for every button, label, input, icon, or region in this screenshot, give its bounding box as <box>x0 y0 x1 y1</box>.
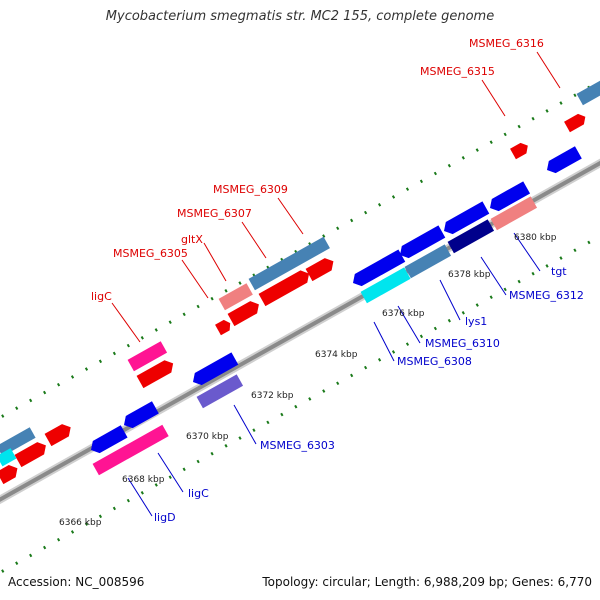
gene-label[interactable]: MSMEG_6312 <box>509 289 584 302</box>
gene-feature-MSMEG_6303[interactable] <box>196 374 244 409</box>
gene-feature[interactable] <box>136 357 177 389</box>
gene-label[interactable]: ligC <box>188 487 209 500</box>
gene-feature-MSMEG_6310[interactable] <box>404 244 452 279</box>
gene-label[interactable]: MSMEG_6303 <box>260 439 335 452</box>
gene-feature-MSMEG_6309[interactable] <box>248 236 330 291</box>
gene-feature[interactable] <box>258 267 313 307</box>
reverse-gene-labels: tgt MSMEG_6312 lys1 MSMEG_6310 MSMEG_630… <box>154 265 584 524</box>
gene-feature-lys1[interactable] <box>447 219 495 254</box>
gene-label[interactable]: MSMEG_6316 <box>469 37 544 50</box>
gene-feature[interactable] <box>350 249 406 289</box>
gene-label[interactable]: MSMEG_6308 <box>397 355 472 368</box>
gene-label[interactable]: tgt <box>551 265 567 278</box>
gene-label[interactable]: MSMEG_6305 <box>113 247 188 260</box>
gene-feature[interactable] <box>121 401 159 431</box>
gene-feature[interactable] <box>441 201 490 237</box>
forward-strand-features <box>0 79 600 485</box>
gene-feature[interactable] <box>0 427 36 457</box>
gene-feature-MSMEG_6308[interactable] <box>360 267 411 304</box>
genome-title: Mycobacterium smegmatis str. MC2 155, co… <box>105 9 495 24</box>
reverse-strand-features <box>88 146 582 476</box>
gene-feature[interactable] <box>0 462 21 485</box>
gene-label[interactable]: lys1 <box>465 315 487 328</box>
accession-label: Accession: NC_008596 <box>8 575 145 589</box>
tick-label: 6366 kbp <box>59 518 102 528</box>
tick-label: 6380 kbp <box>514 233 557 243</box>
gene-feature-tgt[interactable] <box>544 146 582 176</box>
genome-backbone <box>0 158 600 505</box>
gene-feature[interactable] <box>215 318 233 336</box>
genome-stats-label: Topology: circular; Length: 6,988,209 bp… <box>262 575 592 589</box>
forward-gene-labels: MSMEG_6316 MSMEG_6315 MSMEG_6309 MSMEG_6… <box>91 37 544 303</box>
gene-label[interactable]: ligC <box>91 290 112 303</box>
gene-label[interactable]: MSMEG_6310 <box>425 337 500 350</box>
gene-feature[interactable] <box>14 439 50 468</box>
gene-feature[interactable] <box>305 255 337 282</box>
gene-feature[interactable] <box>397 225 446 261</box>
gene-label[interactable]: gltX <box>181 233 203 246</box>
gene-label[interactable]: MSMEG_6309 <box>213 183 288 196</box>
gene-feature-ligC[interactable] <box>127 341 168 372</box>
gene-feature-MSMEG_6315[interactable] <box>510 140 531 160</box>
tick-label: 6374 kbp <box>315 350 358 360</box>
gene-feature[interactable] <box>44 421 75 447</box>
tick-label: 6378 kbp <box>448 270 491 280</box>
gene-feature[interactable] <box>227 298 263 327</box>
gene-feature-ligD[interactable] <box>92 424 169 476</box>
tick-label: 6370 kbp <box>186 432 229 442</box>
gene-label[interactable]: MSMEG_6307 <box>177 207 252 220</box>
gene-feature[interactable] <box>218 283 253 311</box>
gene-feature[interactable] <box>576 79 600 106</box>
gene-feature[interactable] <box>487 181 531 214</box>
gene-feature[interactable] <box>88 425 128 456</box>
gene-feature[interactable] <box>0 448 17 467</box>
gene-label[interactable]: ligD <box>154 511 176 524</box>
gene-label[interactable]: MSMEG_6315 <box>420 65 495 78</box>
tick-label: 6376 kbp <box>382 309 425 319</box>
scale-tick-labels: 6366 kbp 6368 kbp 6370 kbp 6372 kbp 6374… <box>59 233 557 528</box>
gene-feature-MSMEG_6316[interactable] <box>564 111 588 133</box>
tick-label: 6372 kbp <box>251 391 294 401</box>
tick-label: 6368 kbp <box>122 475 165 485</box>
gene-feature-MSMEG_6312[interactable] <box>490 196 538 231</box>
label-leader-lines <box>111 51 561 517</box>
gene-feature[interactable] <box>190 352 239 388</box>
